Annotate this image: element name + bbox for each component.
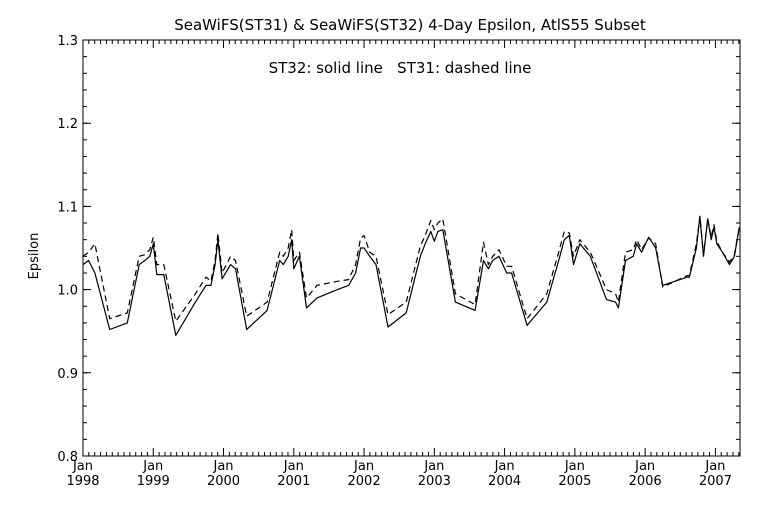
x-tick-year-label: 1999 (137, 474, 170, 489)
x-tick-year-label: 2000 (207, 474, 240, 489)
series-group (82, 215, 740, 336)
x-tick-year-label: 2002 (348, 474, 381, 489)
x-tick-year-label: 2003 (418, 474, 451, 489)
x-tick-month-label: Jan (634, 459, 655, 474)
legend-annotation: ST32: solid line ST31: dashed line (269, 59, 532, 77)
plot-area-frame (82, 39, 741, 457)
x-tick-month-label: Jan (353, 459, 374, 474)
y-tick-label: 0.8 (57, 450, 78, 465)
y-tick-label: 1.2 (57, 117, 78, 132)
x-tick-year-label: 2006 (629, 474, 662, 489)
x-tick-month-label: Jan (283, 459, 304, 474)
y-axis-label: Epsilon (27, 233, 42, 280)
series-line-st32 (82, 215, 740, 336)
x-tick-month-label: Jan (494, 459, 515, 474)
y-axis: 0.8 0.9 1.0 1.1 1.2 1.3 (57, 34, 740, 465)
y-tick-label: 1.1 (57, 200, 78, 215)
x-tick-month-label: Jan (72, 459, 93, 474)
x-tick-month-label: Jan (564, 459, 585, 474)
x-tick-year-label: 2005 (558, 474, 591, 489)
chart-title: SeaWiFS(ST31) & SeaWiFS(ST32) 4-Day Epsi… (174, 16, 646, 34)
x-tick-month-label: Jan (423, 459, 444, 474)
x-tick-year-label: 2004 (488, 474, 521, 489)
x-tick-month-label: Jan (704, 459, 725, 474)
x-tick-year-label: 2001 (277, 474, 310, 489)
y-tick-label: 1.0 (57, 284, 78, 299)
x-tick-month-label: Jan (142, 459, 163, 474)
x-tick-year-label: 2007 (699, 474, 732, 489)
y-tick-label: 0.9 (57, 367, 78, 382)
y-tick-label: 1.3 (57, 34, 78, 49)
x-axis: Jan1998Jan1999Jan2000Jan2001Jan2002Jan20… (66, 40, 740, 489)
x-tick-year-label: 1998 (66, 474, 99, 489)
series-line-st31 (82, 215, 740, 322)
x-tick-month-label: Jan (213, 459, 234, 474)
